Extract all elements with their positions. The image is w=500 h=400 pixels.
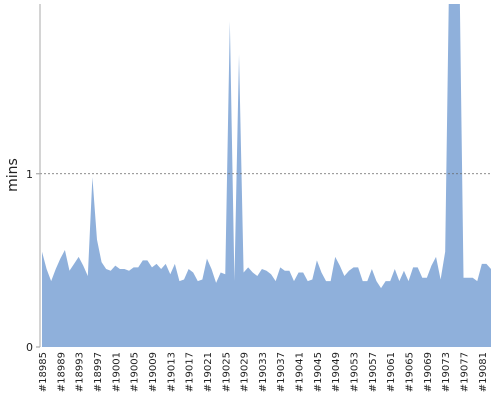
x-tick-label: #19077 <box>460 352 471 392</box>
x-tick-label: #19017 <box>185 352 196 392</box>
x-tick-label: #19061 <box>386 352 397 392</box>
area <box>42 4 491 347</box>
x-tick-label: #18993 <box>75 352 86 392</box>
x-tick-label: #19005 <box>130 352 141 392</box>
x-tick-label: #18989 <box>56 352 67 392</box>
x-tick-label: #19001 <box>111 352 122 392</box>
x-tick-label: #19021 <box>203 352 214 392</box>
x-tick-label: #19081 <box>478 352 489 392</box>
x-tick-label: #19009 <box>148 352 159 392</box>
x-tick-label: #19045 <box>313 352 324 392</box>
x-tick-label: #19041 <box>295 352 306 392</box>
x-tick-label: #19073 <box>441 352 452 392</box>
y-axis-label: mins <box>5 158 21 192</box>
y-tick-label: 0 <box>26 341 33 354</box>
y-tick-label: 1 <box>26 168 33 181</box>
x-tick-label: #19069 <box>423 352 434 392</box>
x-tick-label: #19053 <box>350 352 361 392</box>
x-tick-label: #18985 <box>38 352 49 392</box>
x-tick-label: #19049 <box>331 352 342 392</box>
x-tick-label: #19029 <box>240 352 251 392</box>
x-tick-label: #19025 <box>221 352 232 392</box>
x-tick-label: #19033 <box>258 352 269 392</box>
x-tick-label: #19013 <box>166 352 177 392</box>
x-tick-label: #18997 <box>93 352 104 392</box>
x-tick-label: #19065 <box>405 352 416 392</box>
x-tick-label: #19037 <box>276 352 287 392</box>
x-tick-label: #19057 <box>368 352 379 392</box>
